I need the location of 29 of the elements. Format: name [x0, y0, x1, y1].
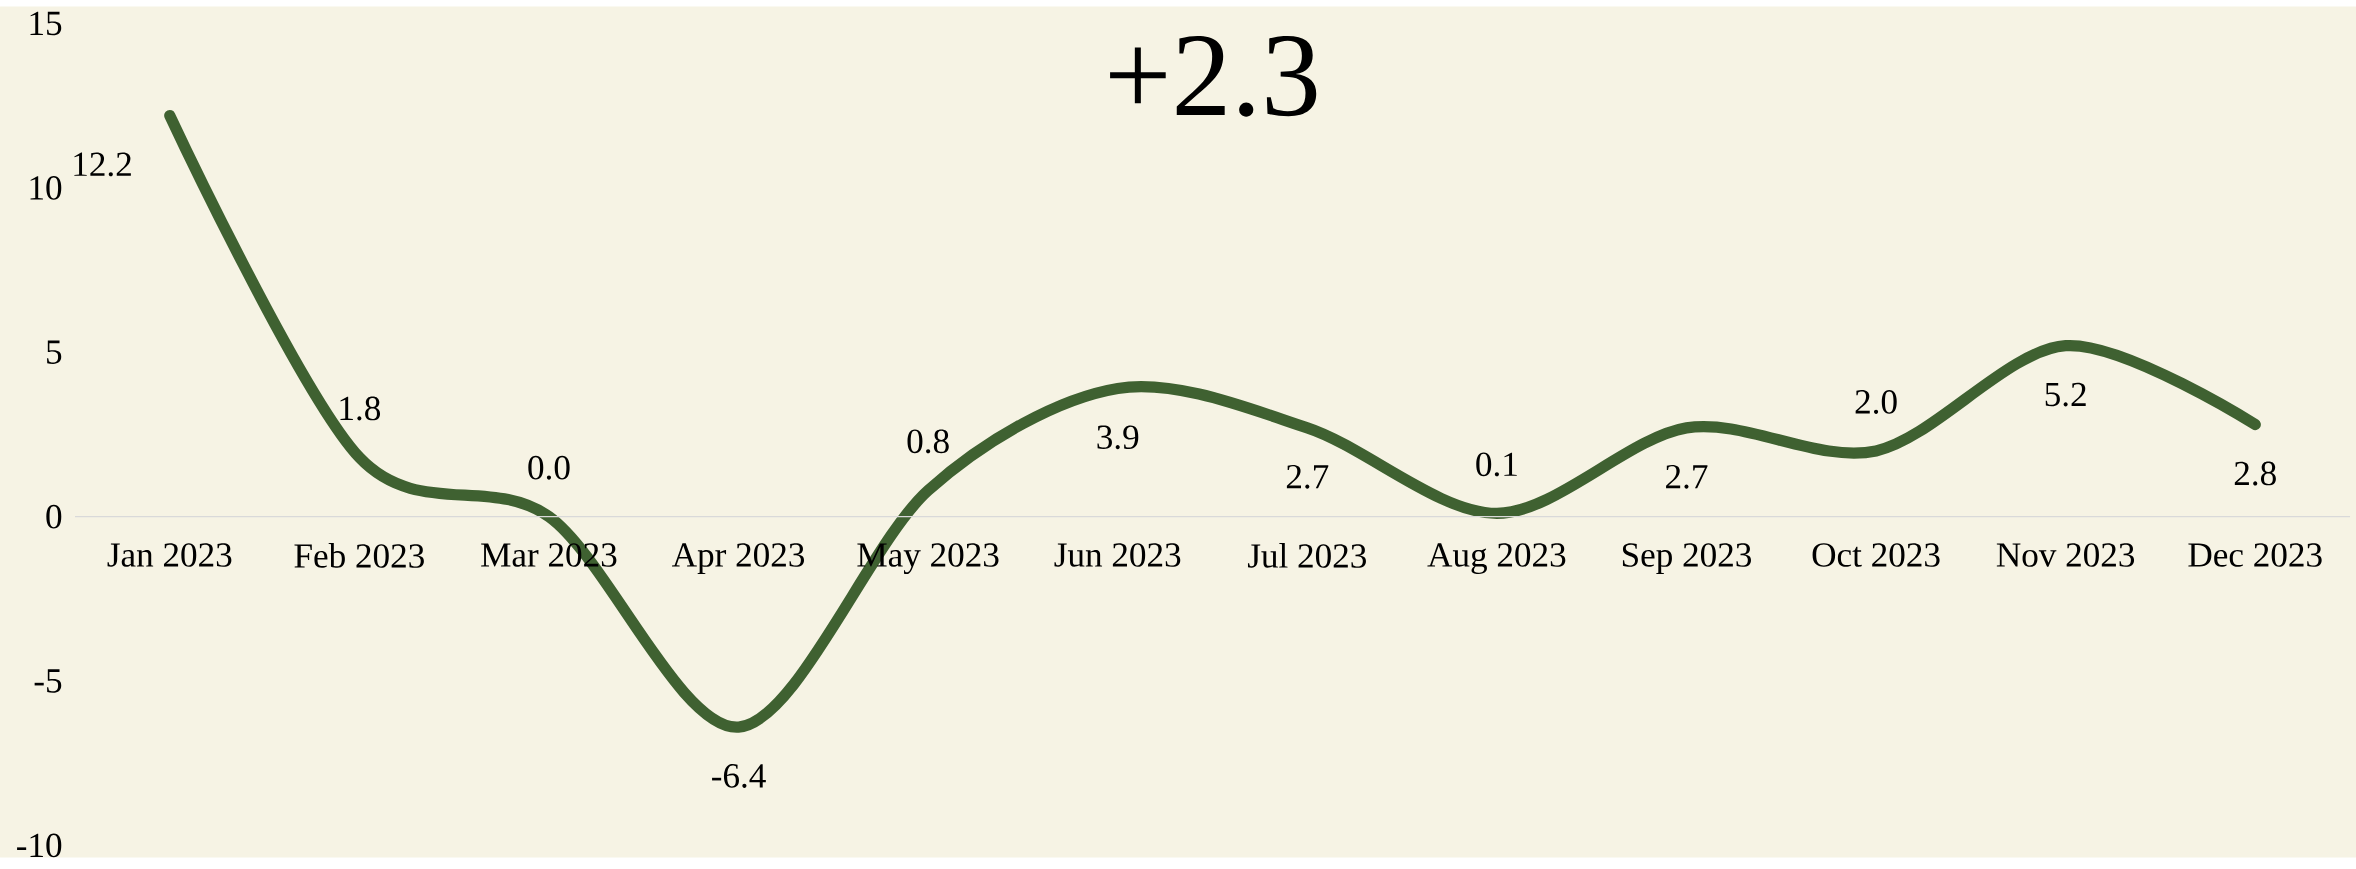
x-tick-label: Nov 2023 [1996, 543, 2135, 567]
x-tick-label: Jun 2023 [1054, 543, 1181, 567]
data-label: 0.1 [1476, 452, 1517, 477]
data-label: 2.7 [1666, 464, 1708, 489]
x-tick-label: Jul 2023 [1247, 543, 1366, 568]
data-label: 2.8 [2234, 461, 2276, 486]
data-label: 0.8 [907, 429, 949, 454]
y-tick-label: 5 [47, 340, 62, 364]
x-tick-label: Sep 2023 [1622, 543, 1751, 574]
data-label: -6.4 [712, 764, 766, 788]
x-tick-label: Oct 2023 [1812, 543, 1940, 567]
x-tick-label: Aug 2023 [1427, 543, 1566, 575]
data-label: 0.0 [528, 455, 570, 480]
data-label: 5.2 [2045, 382, 2086, 407]
x-tick-label: Dec 2023 [2188, 543, 2322, 567]
y-tick-label: 0 [46, 504, 62, 529]
x-tick-label: Feb 2023 [294, 543, 424, 568]
x-tick-label: Jan 2023 [107, 543, 232, 567]
y-tick-label: 15 [30, 11, 62, 36]
data-label: 12.2 [74, 152, 131, 177]
data-label: 2.0 [1855, 389, 1897, 414]
data-label: 3.9 [1097, 425, 1139, 450]
chart-title: +2.3 [1110, 35, 1317, 117]
y-tick-label: 10 [30, 175, 62, 200]
data-label: 1.8 [340, 396, 381, 421]
y-tick-label: -10 [17, 833, 62, 858]
data-label: 2.7 [1286, 464, 1329, 489]
x-tick-label: Apr 2023 [672, 543, 805, 574]
y-tick-label: -5 [34, 669, 62, 693]
